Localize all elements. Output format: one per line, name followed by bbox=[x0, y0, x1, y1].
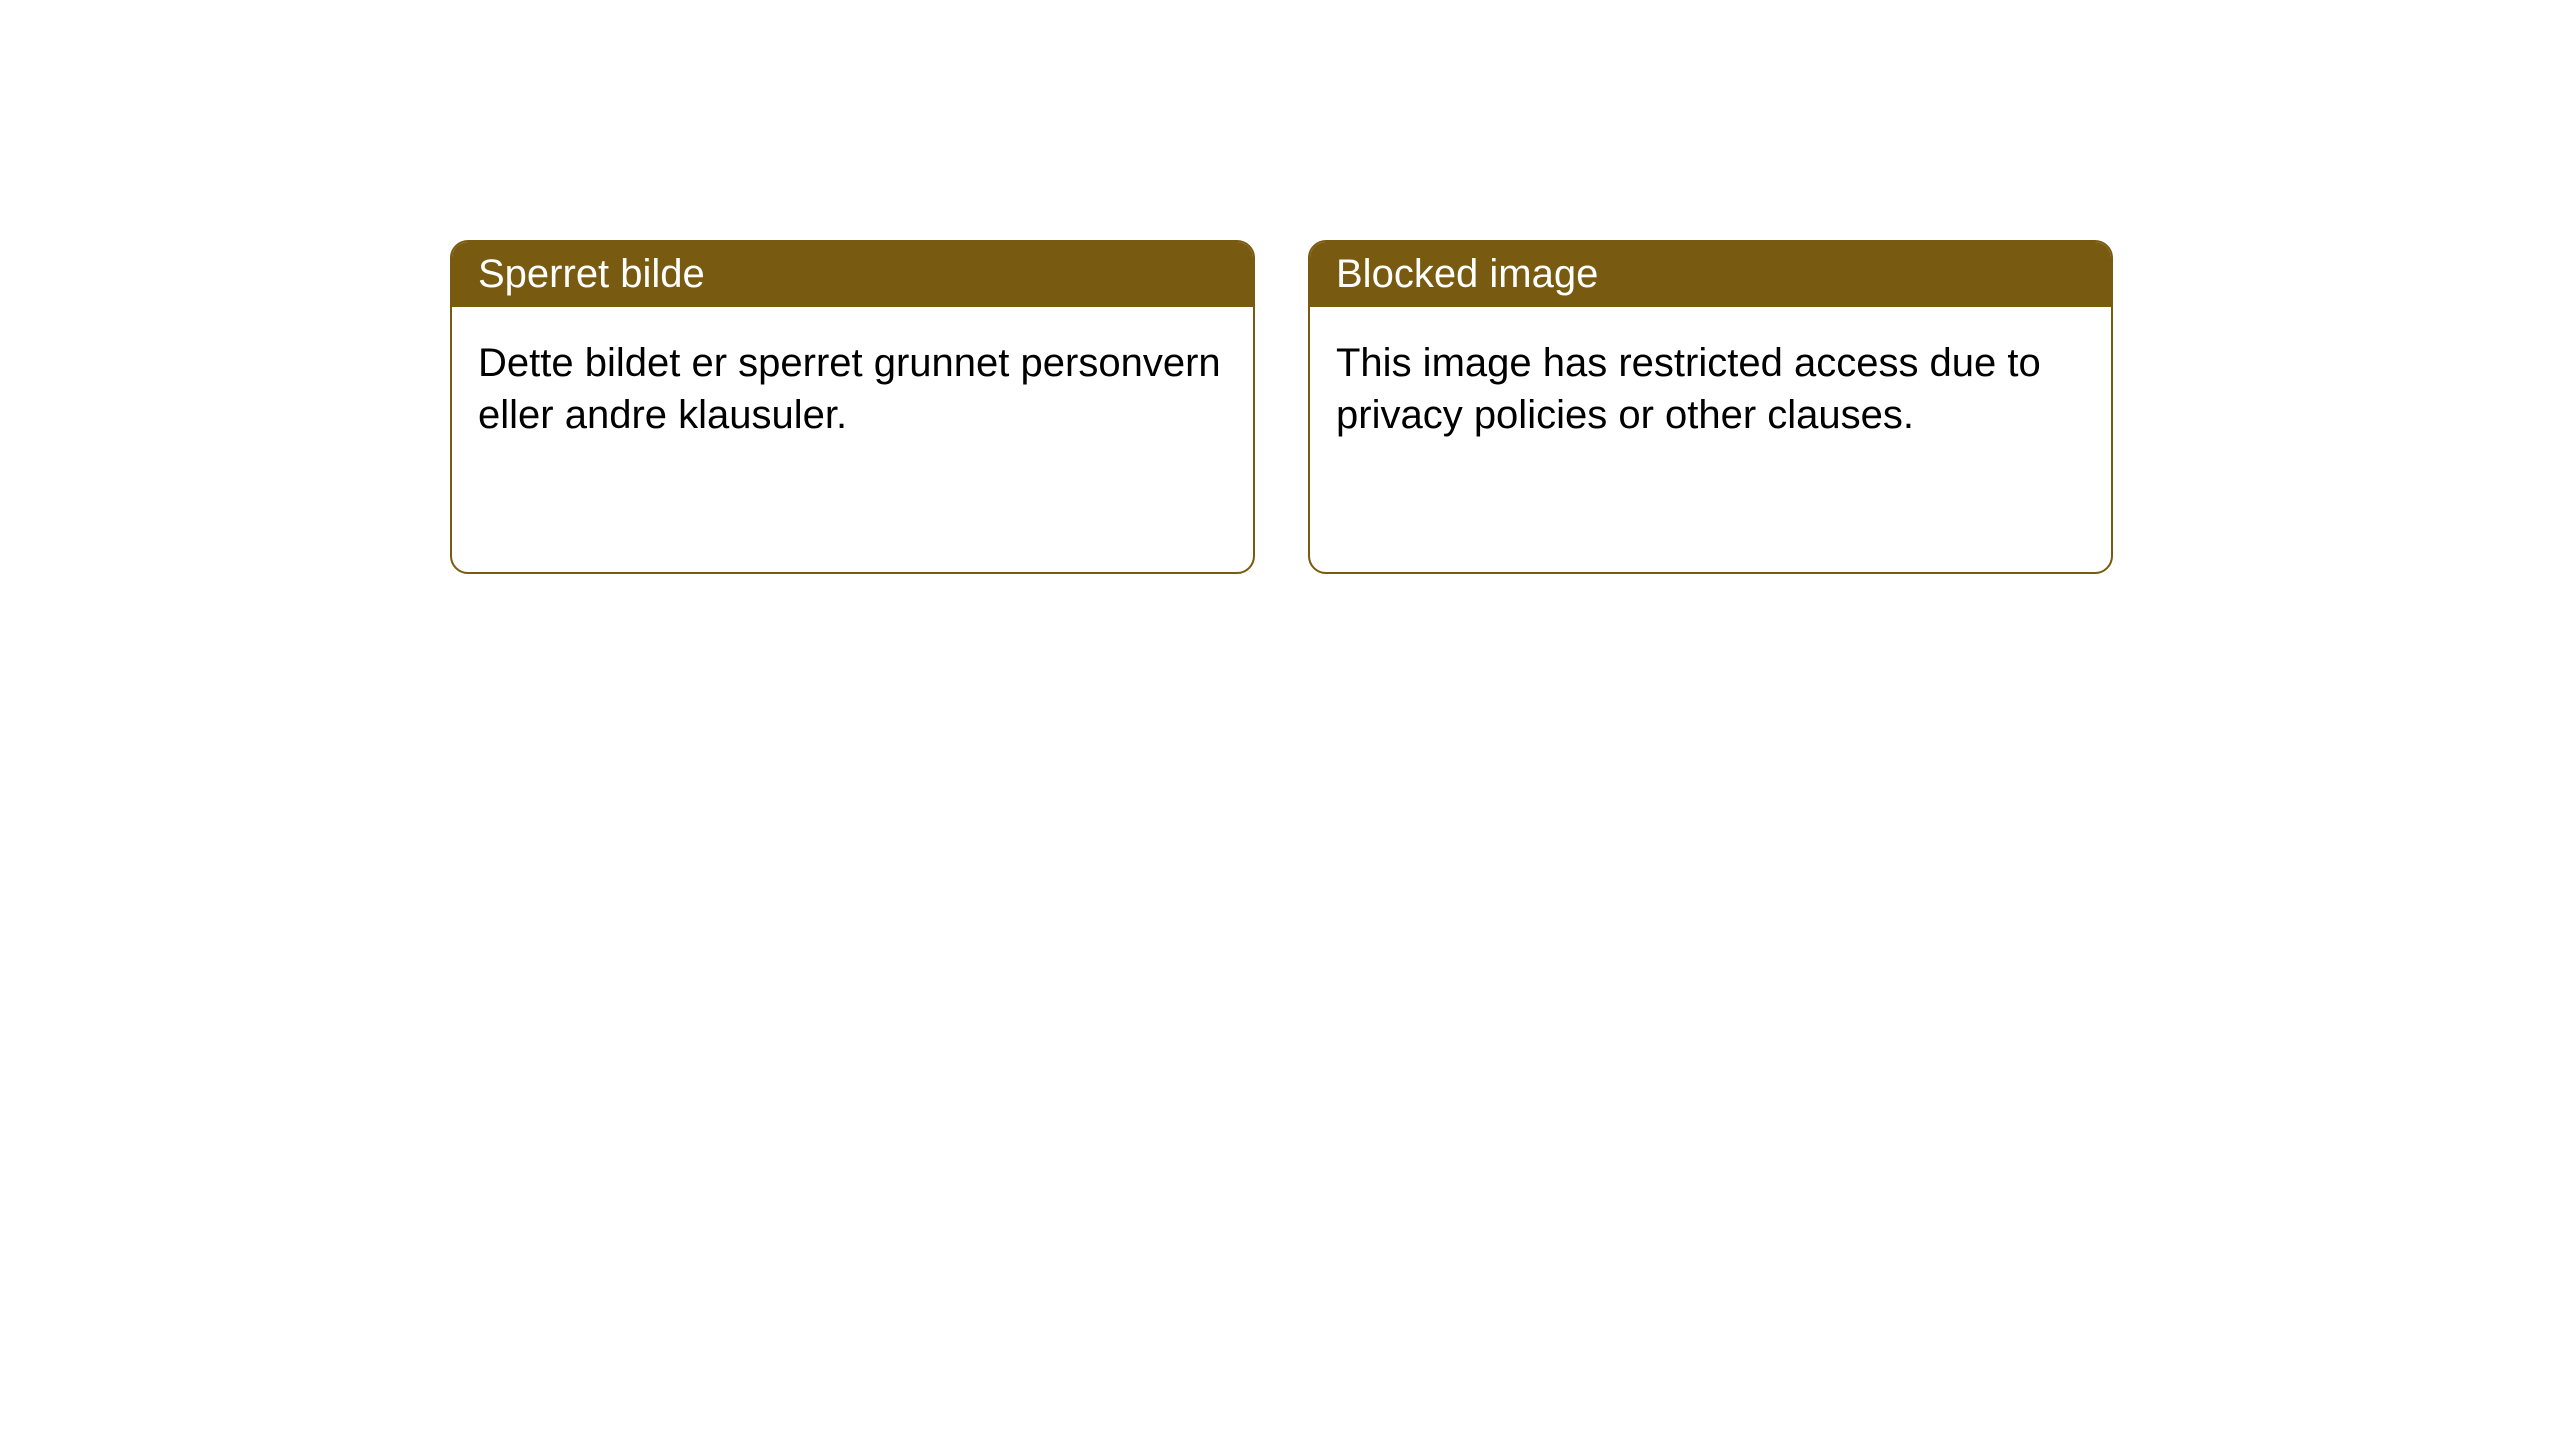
notice-header: Sperret bilde bbox=[452, 242, 1253, 307]
notice-body: Dette bildet er sperret grunnet personve… bbox=[452, 307, 1253, 471]
notice-container: Sperret bilde Dette bildet er sperret gr… bbox=[0, 0, 2560, 574]
notice-body: This image has restricted access due to … bbox=[1310, 307, 2111, 471]
notice-message: Dette bildet er sperret grunnet personve… bbox=[478, 341, 1221, 437]
notice-card-english: Blocked image This image has restricted … bbox=[1308, 240, 2113, 574]
notice-header: Blocked image bbox=[1310, 242, 2111, 307]
notice-title: Blocked image bbox=[1336, 252, 1598, 296]
notice-card-norwegian: Sperret bilde Dette bildet er sperret gr… bbox=[450, 240, 1255, 574]
notice-title: Sperret bilde bbox=[478, 252, 705, 296]
notice-message: This image has restricted access due to … bbox=[1336, 341, 2041, 437]
